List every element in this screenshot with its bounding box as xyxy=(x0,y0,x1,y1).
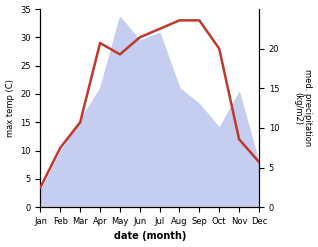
Y-axis label: max temp (C): max temp (C) xyxy=(5,79,15,137)
Y-axis label: med. precipitation
(kg/m2): med. precipitation (kg/m2) xyxy=(293,69,313,147)
X-axis label: date (month): date (month) xyxy=(114,231,186,242)
